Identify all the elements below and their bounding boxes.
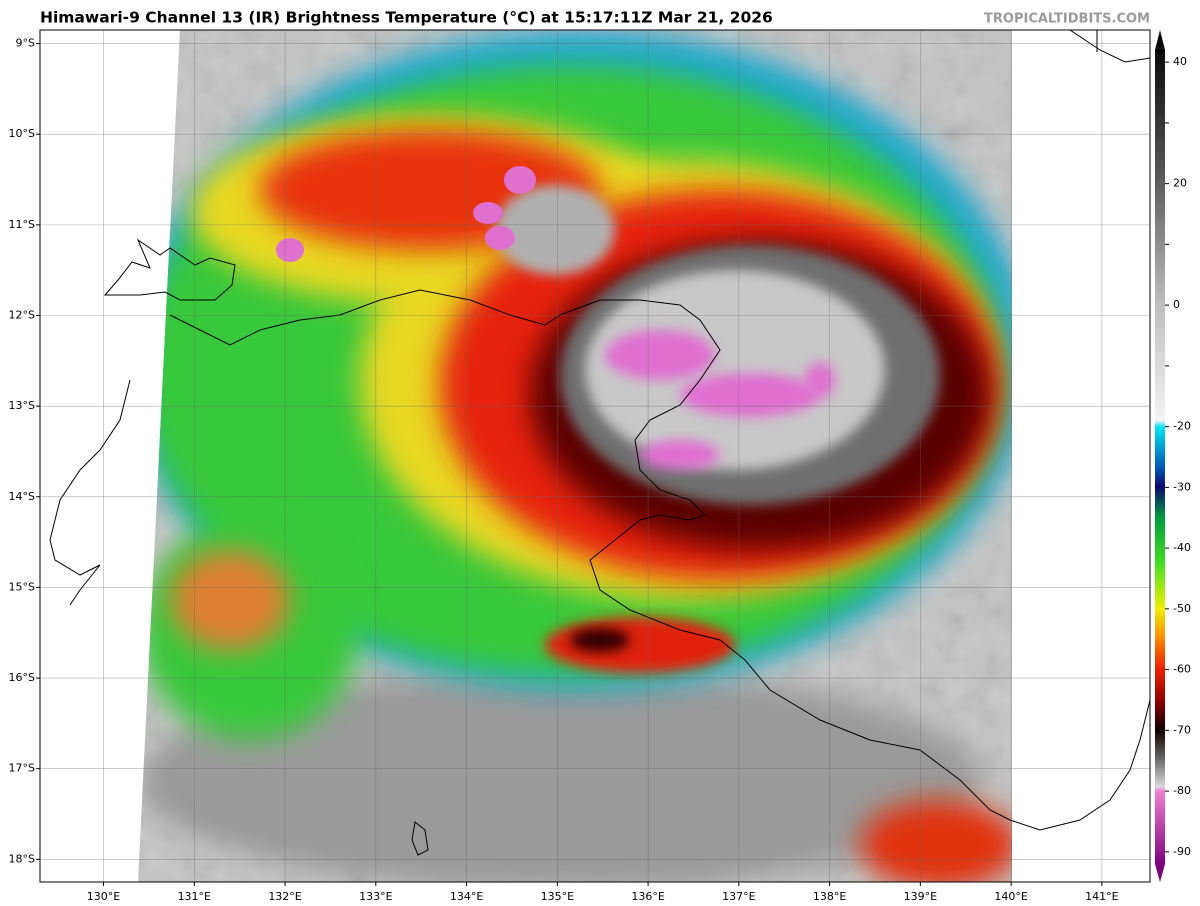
lat-label: 17°S	[9, 762, 35, 775]
colorbar-label: -30	[1173, 480, 1191, 493]
lon-label: 136°E	[631, 890, 664, 903]
title: Himawari-9 Channel 13 (IR) Brightness Te…	[40, 9, 773, 27]
lon-label: 132°E	[268, 890, 301, 903]
colorbar-label: -70	[1173, 723, 1191, 736]
lon-label: 137°E	[722, 890, 755, 903]
colorbar-label: 40	[1173, 55, 1187, 68]
graticule	[40, 30, 1150, 882]
lon-label: 130°E	[87, 890, 120, 903]
colorbar-label: -50	[1173, 602, 1191, 615]
lat-label: 16°S	[9, 671, 35, 684]
lat-label: 11°S	[9, 218, 35, 231]
colorbar-extend-top	[1155, 30, 1165, 50]
colorbar-extend-bottom	[1155, 864, 1165, 882]
colorbar-label: -20	[1173, 420, 1191, 433]
colorbar	[1155, 50, 1165, 864]
lon-label: 133°E	[359, 890, 392, 903]
colorbar-label: -80	[1173, 784, 1191, 797]
colorbar-label: -90	[1173, 845, 1191, 858]
satellite-imagery	[49, 30, 1150, 882]
watermark: TROPICALTIDBITS.COM	[984, 12, 1150, 27]
lon-label: 140°E	[994, 890, 1027, 903]
colorbar-label: 20	[1173, 177, 1187, 190]
coastlines	[49, 30, 1150, 856]
lat-label: 12°S	[9, 309, 35, 322]
lat-label: 10°S	[9, 127, 35, 140]
colorbar-label: -60	[1173, 663, 1191, 676]
lat-label: 15°S	[9, 580, 35, 593]
colorbar-label: -40	[1173, 541, 1191, 554]
map-frame	[39, 29, 1151, 883]
lat-label: 9°S	[16, 37, 35, 50]
colorbar-label: 0	[1173, 298, 1180, 311]
lat-label: 18°S	[9, 852, 35, 865]
lat-label: 13°S	[9, 399, 35, 412]
lon-label: 139°E	[904, 890, 937, 903]
lon-label: 134°E	[450, 890, 483, 903]
lat-label: 14°S	[9, 490, 35, 503]
lon-label: 141°E	[1085, 890, 1118, 903]
lon-label: 135°E	[541, 890, 574, 903]
lon-label: 138°E	[813, 890, 846, 903]
lon-label: 131°E	[178, 890, 211, 903]
